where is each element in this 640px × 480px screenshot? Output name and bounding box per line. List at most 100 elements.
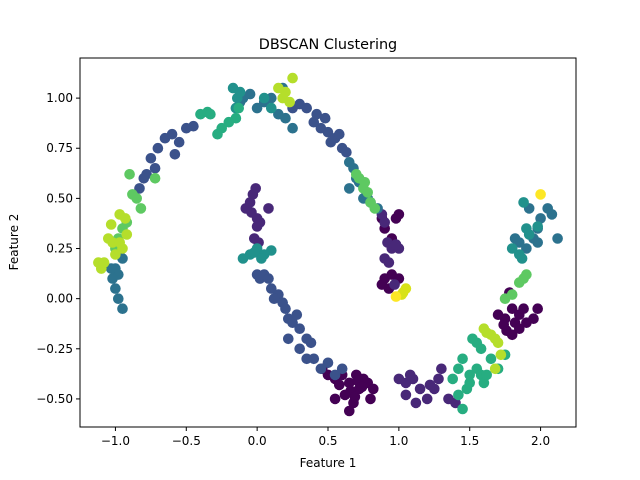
data-point xyxy=(368,383,379,395)
data-point xyxy=(475,343,487,355)
data-point xyxy=(166,128,178,140)
data-point xyxy=(457,403,468,415)
data-point xyxy=(492,309,504,321)
data-point xyxy=(379,217,391,228)
data-point xyxy=(514,237,525,248)
data-point xyxy=(188,120,199,132)
data-point xyxy=(329,369,341,381)
data-point xyxy=(244,197,256,208)
data-point xyxy=(263,273,274,284)
data-point xyxy=(329,393,341,405)
x-axis-label: Feature 1 xyxy=(300,456,357,470)
data-point xyxy=(110,249,121,260)
data-point xyxy=(138,173,150,184)
data-point xyxy=(205,108,216,120)
data-point xyxy=(369,203,381,214)
data-point xyxy=(301,102,313,114)
data-point xyxy=(410,397,422,409)
data-point xyxy=(344,183,355,194)
data-point xyxy=(390,291,402,302)
data-points xyxy=(93,72,563,417)
data-point xyxy=(268,293,280,305)
data-point xyxy=(336,363,348,375)
data-point xyxy=(356,381,368,393)
data-point xyxy=(518,197,529,208)
data-point xyxy=(283,333,294,345)
data-point xyxy=(521,243,532,254)
data-point xyxy=(124,169,135,180)
data-point xyxy=(485,353,497,365)
data-point xyxy=(414,383,426,395)
data-point xyxy=(506,329,518,341)
y-tick-label: 0.25 xyxy=(46,242,73,256)
data-point xyxy=(149,173,161,184)
data-point xyxy=(532,303,543,315)
data-point xyxy=(280,112,291,124)
data-point xyxy=(492,337,504,349)
data-point xyxy=(107,273,118,284)
data-point xyxy=(266,245,277,256)
data-point xyxy=(518,303,529,315)
data-point xyxy=(244,88,256,100)
data-point xyxy=(256,253,267,264)
y-tick-label: 0.75 xyxy=(46,141,73,155)
data-point xyxy=(506,289,518,300)
y-axis-ticks: −0.50 −0.25 0.00 0.25 0.50 0.75 1.00 xyxy=(36,91,80,406)
data-point xyxy=(98,257,110,268)
data-point xyxy=(233,102,244,114)
data-point xyxy=(457,353,468,365)
data-point xyxy=(173,136,185,148)
data-point xyxy=(249,247,260,258)
data-point xyxy=(532,237,543,248)
data-point xyxy=(117,243,128,254)
x-tick-label: 2.0 xyxy=(531,434,550,448)
x-tick-label: 0.5 xyxy=(318,434,337,448)
data-point xyxy=(266,283,277,294)
data-point xyxy=(365,393,376,405)
data-point xyxy=(251,102,263,114)
data-point xyxy=(495,349,507,361)
data-point xyxy=(498,319,510,331)
x-tick-label: 1.5 xyxy=(460,434,479,448)
data-point xyxy=(447,373,459,385)
data-point xyxy=(105,263,117,274)
data-point xyxy=(383,257,395,268)
data-point xyxy=(521,269,532,280)
data-point xyxy=(105,219,117,230)
data-point xyxy=(152,142,164,154)
data-point xyxy=(478,377,490,389)
data-point xyxy=(341,147,352,158)
data-point xyxy=(421,393,433,405)
data-point xyxy=(464,377,476,389)
data-point xyxy=(506,243,518,254)
data-point xyxy=(294,343,306,355)
data-point xyxy=(134,183,145,194)
data-point xyxy=(535,213,546,224)
data-point xyxy=(514,323,525,335)
data-point xyxy=(453,389,464,401)
data-point xyxy=(127,189,138,200)
data-point xyxy=(467,333,478,345)
data-point xyxy=(315,363,327,375)
data-point xyxy=(334,379,345,391)
data-point xyxy=(390,213,402,224)
data-point xyxy=(308,353,320,365)
data-point xyxy=(349,391,361,403)
data-point xyxy=(322,126,334,138)
y-axis-label: Feature 2 xyxy=(7,214,21,271)
data-point xyxy=(546,209,558,220)
data-point xyxy=(535,189,546,200)
data-point xyxy=(481,369,493,381)
data-point xyxy=(145,153,157,164)
data-point xyxy=(287,72,298,84)
data-point xyxy=(169,149,181,160)
data-point xyxy=(453,363,464,375)
data-point xyxy=(334,128,345,140)
data-point xyxy=(506,303,518,315)
data-point xyxy=(433,373,444,385)
data-point xyxy=(450,397,461,409)
y-tick-label: −0.25 xyxy=(36,342,73,356)
data-point xyxy=(389,279,400,290)
data-point xyxy=(135,203,147,214)
data-point xyxy=(280,303,291,315)
